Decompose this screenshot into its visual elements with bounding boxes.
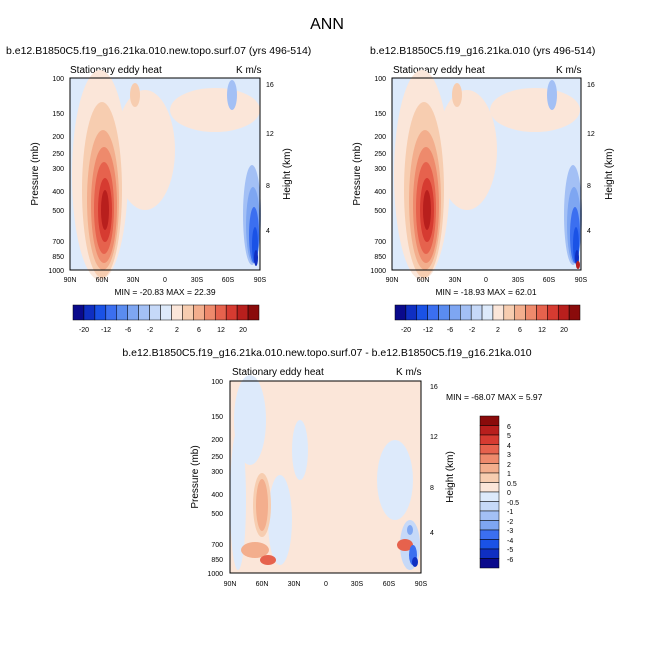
panel1-yrtick-12: 12 [266,131,274,138]
panel1-yrtick-4: 4 [266,228,270,235]
colorbar-box [138,304,150,321]
panel1-xtick-0: 0 [163,277,167,284]
panel1-title: b.e12.B1850C5.f19_g16.21ka.010.new.topo.… [6,45,312,57]
colorbar-box [204,304,216,321]
panel1-field [70,70,261,280]
colorbar-box [149,304,161,321]
panel1-y-label: Pressure (mb) [30,142,41,205]
panel1-cb-label: -6 [125,327,131,334]
colorbar-box [182,304,194,321]
panel1-yrtick-8: 8 [266,183,270,190]
panel2-title: b.e12.B1850C5.f19_g16.21ka.010 (yrs 496-… [370,45,596,57]
panel1-ytick-250: 250 [52,151,64,158]
panel1-ytick-150: 150 [52,111,64,118]
panel1-cb-label: 6 [197,327,201,334]
panel1-right-label: K m/s [236,65,262,76]
colorbar-box [247,304,260,321]
panel1-frame [69,77,261,271]
panel1-xtick-60n: 60N [96,277,109,284]
panel1-colorbar [72,304,260,321]
colorbar-box [236,304,249,321]
panel1-colorbar-labels: -20 -12 -6 -2 2 6 12 20 [79,327,247,334]
panel1-ytick-1000: 1000 [48,268,64,275]
panel1-ytick-200: 200 [52,134,64,141]
panel1-xtick-30s: 30S [191,277,204,284]
panel1-x-ticks: 90N 60N 30N 0 30S 60S 90S [64,277,267,284]
panel1-ytick-500: 500 [52,208,64,215]
colorbar-box [214,304,227,321]
colorbar-box [116,304,128,321]
panel1-cb-label: 12 [217,327,225,334]
panel1-y-ticks: 100 150 200 250 300 400 500 700 850 1000 [48,76,64,275]
panel1-left-label: Stationary eddy heat [70,65,162,76]
panel1-cb-label: -20 [79,327,89,334]
panel1-ytick-300: 300 [52,166,64,173]
panel1-y-right-label: Height (km) [282,148,293,200]
colorbar-box [225,304,238,321]
panel1-ytick-100: 100 [52,76,64,83]
colorbar-box [127,304,139,321]
panel1-xtick-60s: 60S [222,277,235,284]
colorbar-box [160,304,172,321]
panel1-cb-label: -2 [147,327,153,334]
panel1-y-right-ticks: 16 12 8 4 [266,82,274,235]
colorbar-box [94,304,107,321]
colorbar-box [105,304,118,321]
panel1-ytick-850: 850 [52,254,64,261]
colorbar-box [171,304,183,321]
panel1-xtick-30n: 30N [127,277,140,284]
colorbar-box [193,304,205,321]
colorbar-box [72,304,85,321]
panel1-cb-label: 2 [175,327,179,334]
colorbar-box [83,304,96,321]
panel1-xtick-90s: 90S [254,277,267,284]
page-title: ANN [310,16,344,33]
panel1-yrtick-16: 16 [266,82,274,89]
panel1-minmax: MIN = -20.83 MAX = 22.39 [114,287,215,297]
panel1-xtick-90n: 90N [64,277,77,284]
panel1-cb-label: -12 [101,327,111,334]
panel3-title: b.e12.B1850C5.f19_g16.21ka.010.new.topo.… [122,347,532,359]
panel1-cb-label: 20 [239,327,247,334]
panel1-ytick-700: 700 [52,239,64,246]
panel1-ytick-400: 400 [52,189,64,196]
